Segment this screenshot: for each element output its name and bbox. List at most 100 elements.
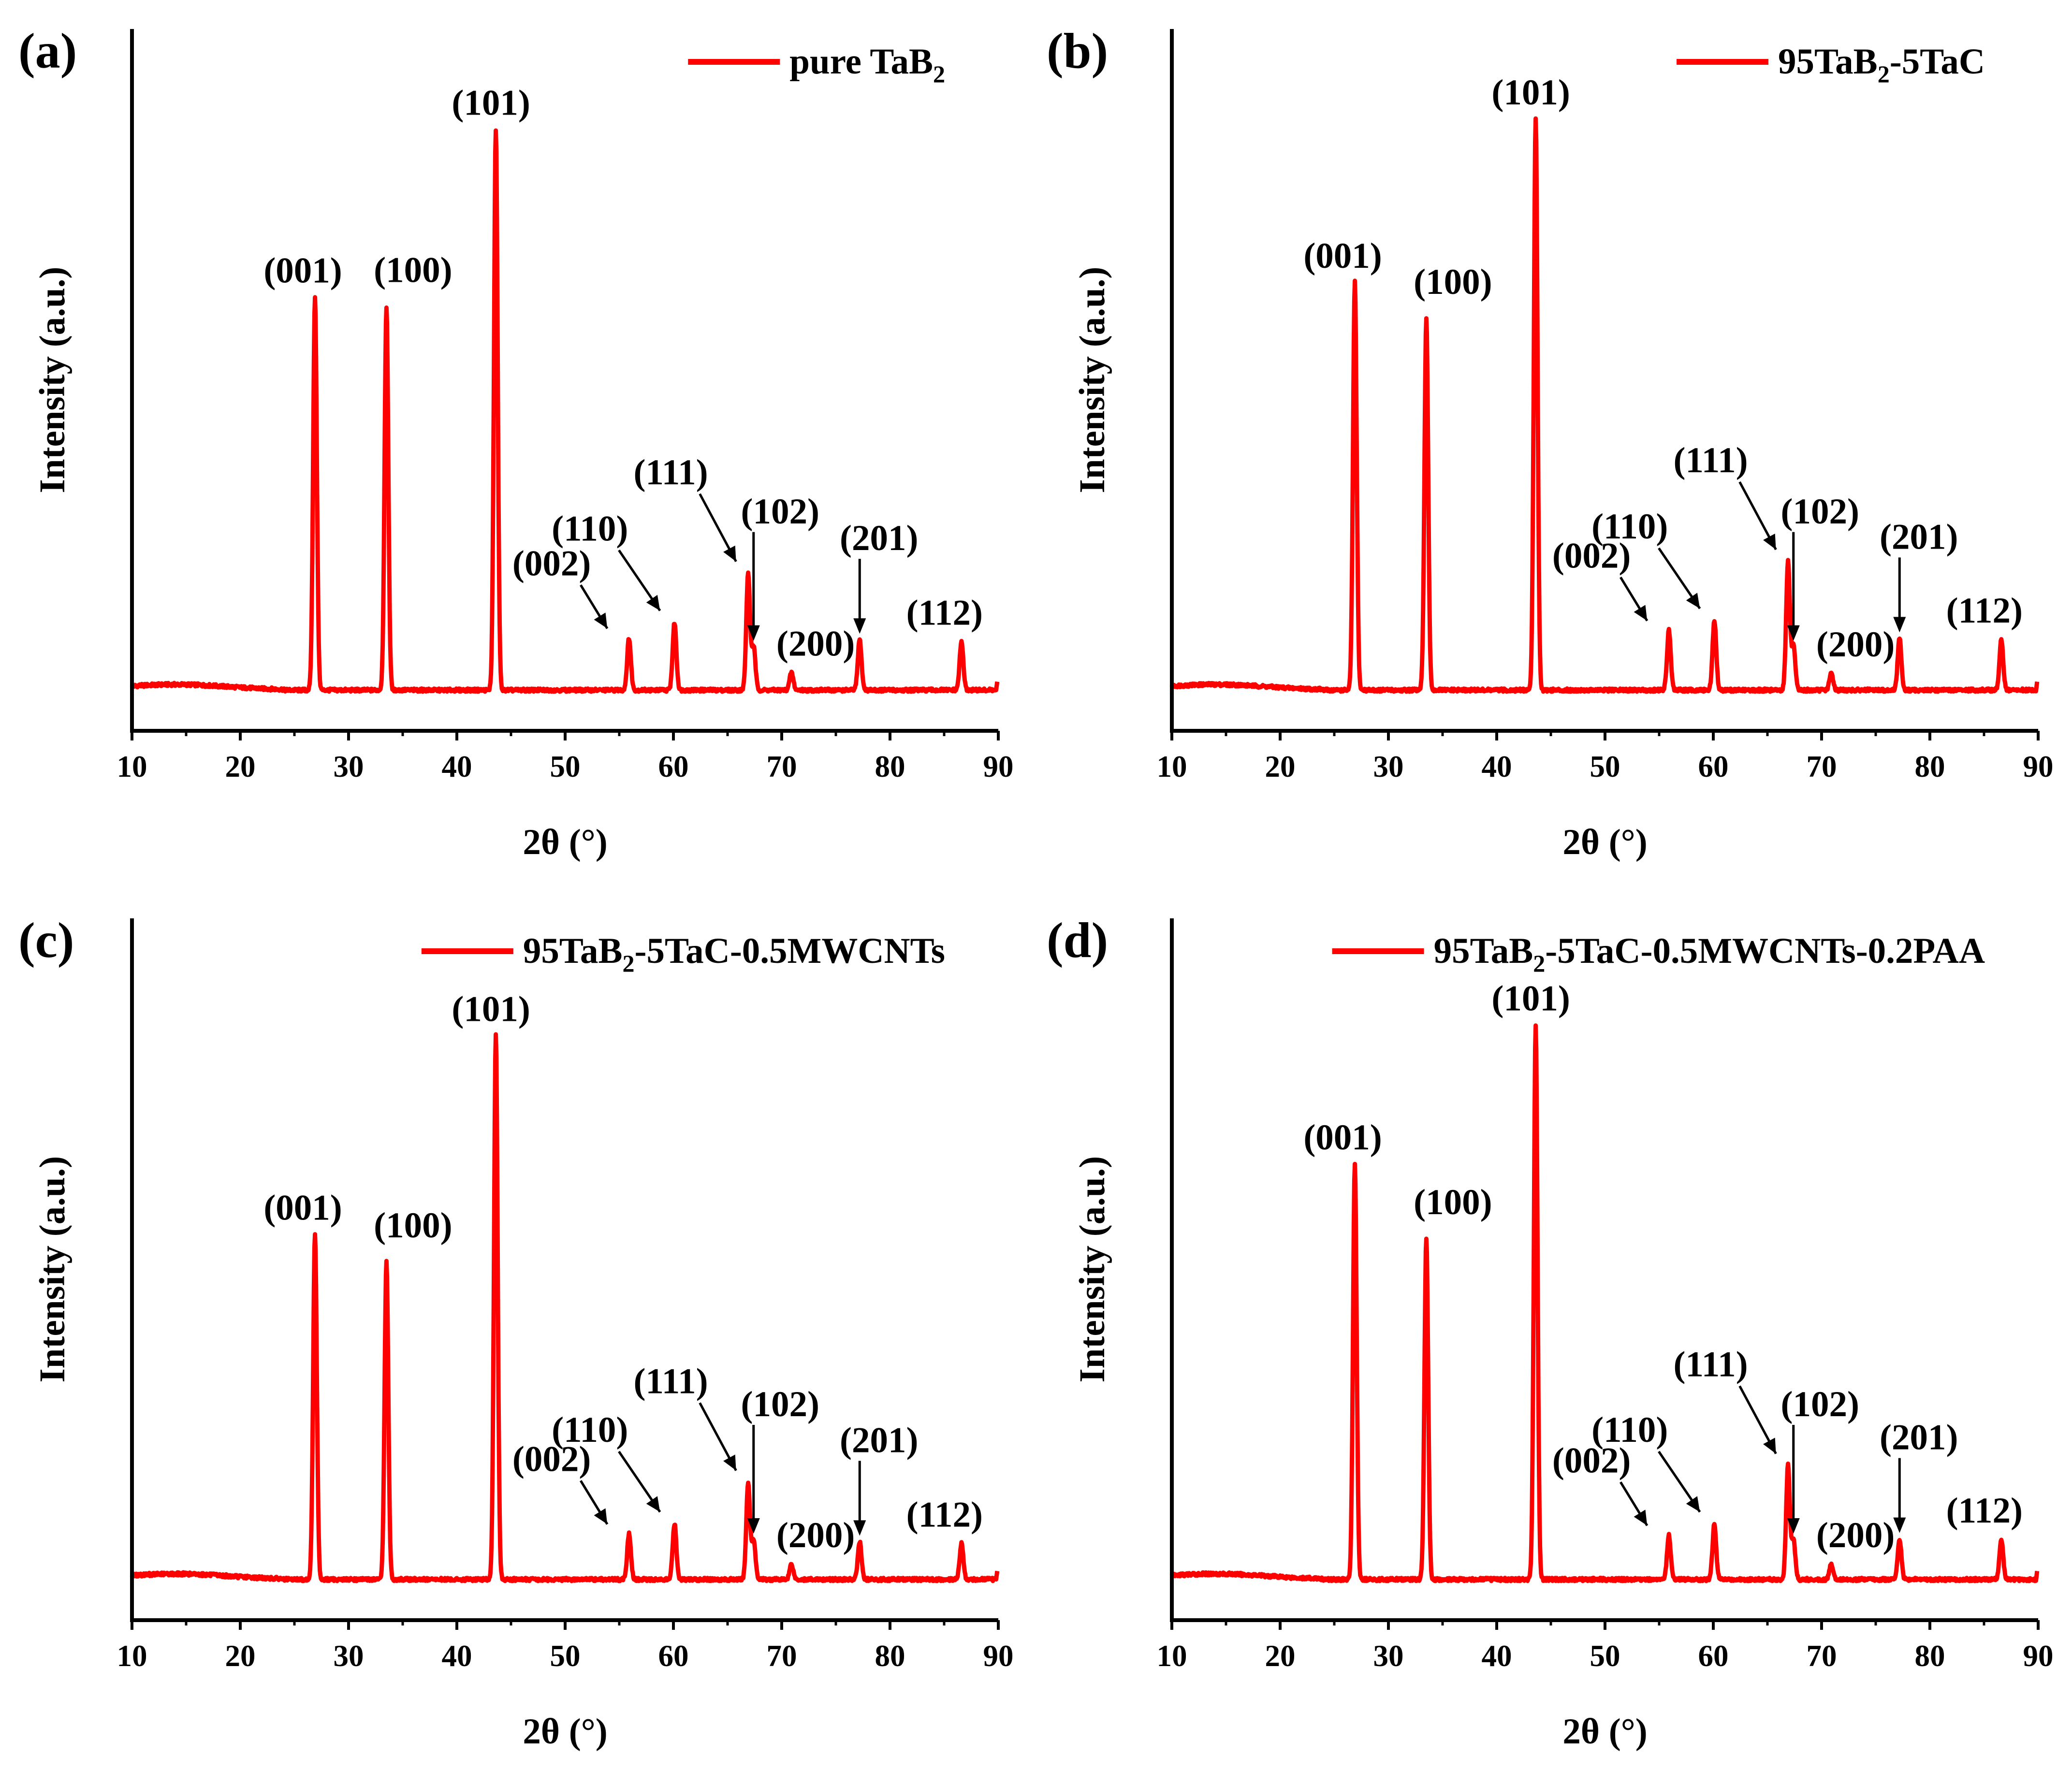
peak-label: (201) [1880,1418,1958,1458]
peak-label: (101) [1491,73,1570,113]
x-tick-label: 60 [658,1639,689,1673]
legend: pure TaB2 [688,42,945,87]
x-tick-label: 90 [983,1639,1014,1673]
peak-arrow-head [723,1454,736,1471]
peak-label: (110) [1591,507,1668,547]
peak-arrow-head [594,1508,608,1524]
y-axis-title: Intensity (a.u.) [32,267,73,493]
legend-label: 95TaB2-5TaC-0.5MWCNTs-0.2PAA [1434,931,1985,977]
peak-label: (001) [263,1188,342,1228]
peak-arrow-head [594,612,608,629]
peak-arrow-head [1634,1509,1648,1526]
peak-arrow-head [1787,625,1800,641]
x-tick-label: 90 [2023,750,2054,783]
peak-label: (200) [776,1515,855,1555]
x-axis-title: 2θ (°) [1562,1712,1647,1752]
peak-arrow-head [723,545,736,562]
x-tick-label: 60 [1698,1639,1729,1673]
panel-b: 10 20 30 40 50 60 70 80 90 2θ (°) Intensity (a.u.)… [1047,23,2054,862]
peak-label: (101) [452,83,530,123]
peak-arrow-head [747,625,760,641]
x-tick-label: 20 [1265,1639,1296,1673]
peak-label: (100) [1414,1182,1492,1222]
legend-label: 95TaB2-5TaC [1778,42,1985,87]
x-tick-label: 20 [225,750,256,783]
peak-label: (002) [1552,536,1631,576]
x-tick-label: 50 [550,750,581,783]
peak-arrow-head [1763,534,1776,550]
x-tick-label: 30 [1373,1639,1404,1673]
peak-label: (112) [906,593,983,633]
peak-label: (101) [452,989,530,1029]
peak-label: (201) [1880,517,1958,557]
peak-arrow-head [853,1520,866,1536]
peak-label: (100) [1414,262,1492,302]
x-tick-label: 70 [767,1639,797,1673]
x-tick-label: 90 [983,750,1014,783]
peak-label: (102) [741,1384,819,1424]
panel-a: 10 20 30 40 50 60 70 80 90 2θ (°) Intensity (a.u.)… [18,23,1014,862]
peak-arrow-head [1893,617,1906,633]
panel-label: (b) [1047,23,1108,79]
panel-label: (a) [18,23,77,79]
xrd-pattern-line [130,128,1000,694]
peak-arrow-head [1787,1518,1800,1534]
y-axis-title: Intensity (a.u.) [1072,267,1112,493]
peak-label: (112) [906,1495,983,1535]
xrd-pattern-line [1169,1023,2040,1583]
x-tick-label: 80 [1915,1639,1945,1673]
peak-label: (102) [1781,1384,1859,1424]
panel-label: (c) [18,913,74,968]
x-tick-label: 90 [2023,1639,2054,1673]
x-tick-label: 50 [1590,750,1620,783]
x-tick-label: 70 [767,750,797,783]
x-axis-title: 2θ (°) [523,822,607,862]
xrd-pattern-line [1169,116,2040,694]
peak-arrow-head [853,618,866,634]
x-tick-label: 30 [334,1639,364,1673]
peak-arrow-head [1893,1517,1906,1533]
peak-arrow-head [646,1496,660,1512]
peak-label: (001) [1303,236,1382,276]
peak-label: (201) [840,518,918,558]
peak-arrow-head [1686,593,1700,609]
x-tick-label: 70 [1807,1639,1837,1673]
peak-label: (102) [741,492,819,532]
peak-label: (102) [1781,492,1859,532]
peak-label: (002) [512,1439,591,1479]
peak-label: (110) [552,1410,628,1450]
legend: 95TaB2-5TaC-0.5MWCNTs-0.2PAA [1332,931,1985,977]
legend-label: pure TaB2 [789,42,945,87]
panel-d: 10 20 30 40 50 60 70 80 90 2θ (°) Intensity (a.u.)… [1047,913,2054,1752]
x-tick-label: 40 [1482,1639,1512,1673]
peak-label: (111) [633,1361,708,1401]
peak-label: (200) [1816,624,1895,665]
peak-label: (101) [1491,979,1570,1019]
x-tick-label: 50 [550,1639,581,1673]
peak-label: (001) [263,251,342,291]
x-axis-title: 2θ (°) [523,1712,607,1752]
x-tick-label: 40 [1482,750,1512,783]
x-tick-label: 40 [442,1639,472,1673]
x-tick-label: 80 [875,1639,905,1673]
peak-label: (111) [1673,440,1748,480]
panel-label: (d) [1047,913,1108,968]
peak-label: (200) [1816,1515,1895,1555]
peak-label: (112) [1946,1491,2023,1531]
peak-arrow-head [1634,605,1648,621]
peak-arrow-head [646,595,660,611]
peak-label: (200) [776,624,855,664]
x-tick-label: 50 [1590,1639,1620,1673]
peak-arrow-head [747,1518,760,1534]
legend-label: 95TaB2-5TaC-0.5MWCNTs [523,931,945,977]
peak-label: (001) [1303,1117,1382,1158]
peak-label: (002) [1552,1440,1631,1480]
peak-label: (002) [512,543,591,583]
peak-label: (201) [840,1420,918,1460]
x-axis-title: 2θ (°) [1562,822,1647,862]
peak-label: (112) [1946,591,2023,631]
peak-label: (100) [374,250,452,290]
x-tick-label: 60 [1698,750,1729,783]
x-tick-label: 10 [1157,750,1187,783]
